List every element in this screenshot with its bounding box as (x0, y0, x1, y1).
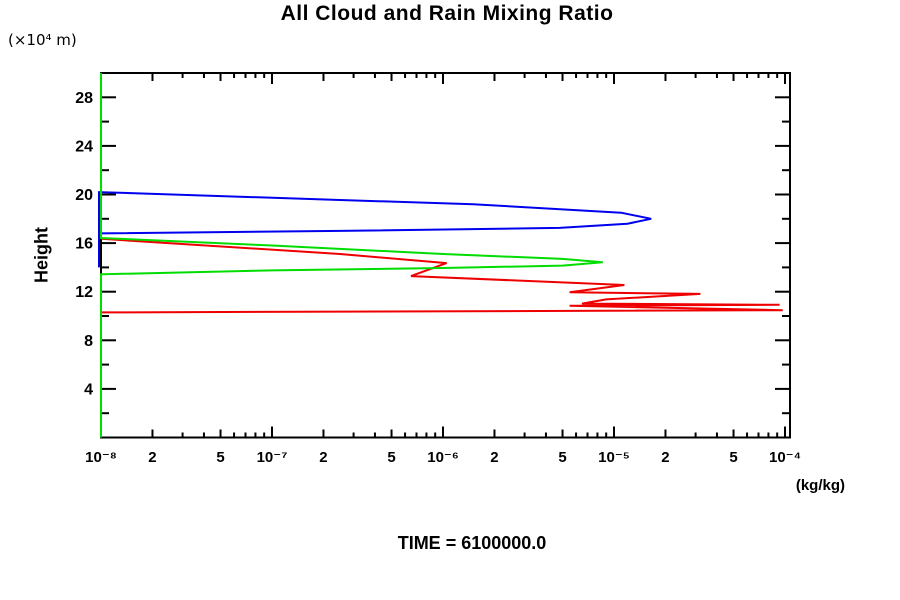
svg-text:4: 4 (84, 381, 93, 398)
svg-text:2: 2 (319, 449, 327, 466)
svg-text:5: 5 (729, 449, 737, 466)
y-tick-labels: 4 8 12 16 20 24 28 (75, 90, 93, 399)
svg-text:12: 12 (75, 284, 93, 301)
svg-text:10⁻⁷: 10⁻⁷ (257, 449, 288, 466)
svg-text:20: 20 (75, 187, 93, 204)
svg-text:8: 8 (84, 333, 93, 350)
svg-text:10⁻⁵: 10⁻⁵ (598, 449, 630, 466)
svg-text:24: 24 (75, 138, 93, 155)
chart-title: All Cloud and Rain Mixing Ratio (280, 2, 614, 25)
svg-text:10⁻⁶: 10⁻⁶ (427, 449, 459, 466)
x-tick-labels: 10⁻⁸ 2 5 10⁻⁷ 2 5 10⁻⁶ 2 5 10⁻⁵ 2 5 10⁻⁴ (85, 449, 801, 466)
svg-text:5: 5 (216, 449, 224, 466)
svg-text:28: 28 (75, 90, 93, 107)
svg-text:10⁻⁸: 10⁻⁸ (85, 449, 117, 466)
y-axis-unit-label: (×10⁴ m) (8, 31, 77, 49)
svg-text:10⁻⁴: 10⁻⁴ (769, 449, 801, 466)
svg-text:2: 2 (661, 449, 669, 466)
svg-text:5: 5 (387, 449, 395, 466)
time-label: TIME = 6100000.0 (397, 533, 547, 553)
svg-text:2: 2 (148, 449, 156, 466)
svg-text:5: 5 (558, 449, 566, 466)
plot-frame (100, 72, 791, 439)
x-axis-ticks (100, 73, 786, 438)
red-curve (100, 237, 783, 314)
green-curve (100, 73, 603, 438)
x-axis-unit-label: (kg/kg) (795, 477, 845, 494)
svg-text:2: 2 (490, 449, 498, 466)
y-axis-ticks (101, 72, 790, 415)
svg-text:16: 16 (75, 236, 93, 253)
blue-curve (98, 191, 652, 268)
